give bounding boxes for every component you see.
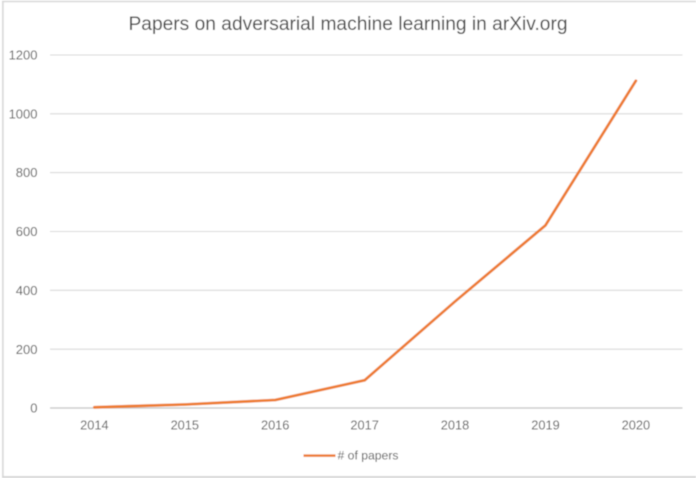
svg-text:2018: 2018 bbox=[441, 418, 469, 433]
svg-text:# of papers: # of papers bbox=[338, 448, 399, 462]
svg-text:Papers on adversarial machine: Papers on adversarial machine learning i… bbox=[128, 14, 567, 35]
svg-text:0: 0 bbox=[30, 401, 37, 416]
svg-text:1000: 1000 bbox=[9, 106, 38, 121]
svg-text:800: 800 bbox=[16, 165, 38, 180]
svg-text:2020: 2020 bbox=[622, 418, 650, 433]
svg-text:2014: 2014 bbox=[80, 418, 108, 433]
svg-text:400: 400 bbox=[16, 283, 38, 298]
svg-text:200: 200 bbox=[16, 342, 38, 357]
svg-text:2019: 2019 bbox=[531, 418, 559, 433]
svg-text:1200: 1200 bbox=[9, 48, 38, 63]
svg-text:2015: 2015 bbox=[171, 418, 199, 433]
svg-text:2017: 2017 bbox=[350, 418, 378, 433]
svg-text:2016: 2016 bbox=[261, 418, 289, 433]
svg-text:600: 600 bbox=[16, 224, 38, 239]
